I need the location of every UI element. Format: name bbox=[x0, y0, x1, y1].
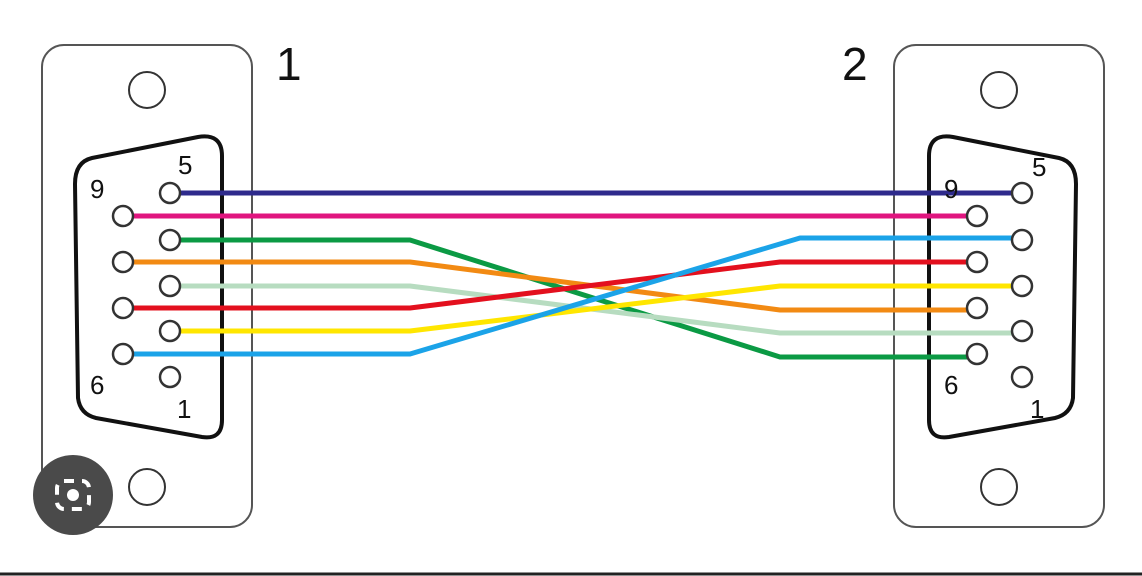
pin-label: 1 bbox=[1030, 394, 1044, 424]
pin-label: 5 bbox=[1032, 152, 1046, 182]
wire bbox=[170, 283, 1012, 334]
pin bbox=[158, 228, 182, 252]
pin-label: 1 bbox=[177, 394, 191, 424]
pin-label: 9 bbox=[90, 174, 104, 204]
pin bbox=[1010, 181, 1034, 205]
pins bbox=[111, 181, 182, 389]
pin bbox=[1010, 319, 1034, 343]
pin bbox=[111, 342, 135, 366]
wire bbox=[123, 259, 967, 311]
pin-label: 6 bbox=[90, 370, 104, 400]
pin bbox=[158, 365, 182, 389]
pins bbox=[965, 181, 1034, 389]
pin bbox=[965, 296, 989, 320]
pin bbox=[158, 181, 182, 205]
mount-hole bbox=[128, 71, 166, 109]
wire bbox=[170, 237, 967, 360]
pin-label: 6 bbox=[944, 370, 958, 400]
mount-hole bbox=[128, 468, 166, 506]
pin bbox=[111, 296, 135, 320]
lens-icon[interactable] bbox=[55, 479, 91, 511]
connector-label: 2 bbox=[842, 38, 868, 90]
lens-icon-dot[interactable] bbox=[67, 489, 79, 501]
pin bbox=[965, 204, 989, 228]
pin bbox=[965, 342, 989, 366]
pin bbox=[1010, 274, 1034, 298]
pin bbox=[965, 250, 989, 274]
connector-label: 1 bbox=[276, 38, 302, 90]
wire bbox=[123, 235, 1012, 357]
wires bbox=[123, 190, 1012, 360]
pin-label: 5 bbox=[178, 150, 192, 180]
pin bbox=[1010, 365, 1034, 389]
mount-hole bbox=[980, 468, 1018, 506]
connector bbox=[41, 44, 253, 528]
mount-hole bbox=[980, 71, 1018, 109]
pin bbox=[158, 274, 182, 298]
pin bbox=[158, 319, 182, 343]
d-shell bbox=[72, 134, 224, 440]
pin bbox=[111, 250, 135, 274]
pin-label: 9 bbox=[944, 174, 958, 204]
lens-button[interactable] bbox=[33, 455, 113, 535]
pin bbox=[1010, 228, 1034, 252]
pin bbox=[111, 204, 135, 228]
